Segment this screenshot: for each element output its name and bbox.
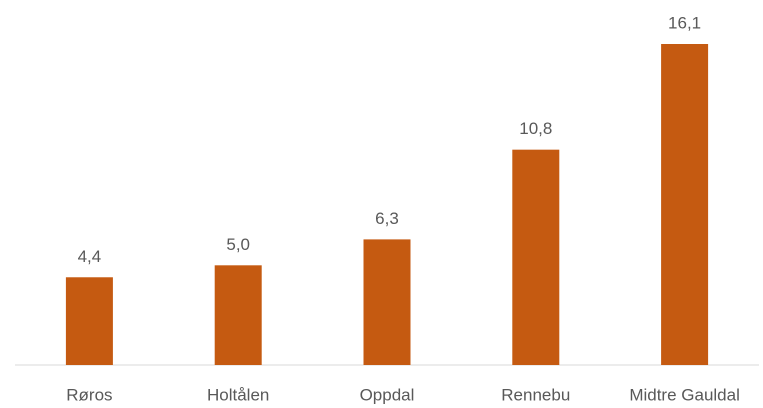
- data-label: 10,8: [519, 119, 552, 138]
- bar: [512, 149, 560, 365]
- bar: [661, 44, 709, 365]
- x-tick-label: Oppdal: [360, 385, 415, 404]
- x-tick-label: Rennebu: [501, 385, 570, 404]
- bar: [65, 277, 113, 365]
- data-label: 6,3: [375, 209, 399, 228]
- x-tick-label: Midtre Gauldal: [629, 385, 740, 404]
- x-tick-label: Røros: [66, 385, 112, 404]
- data-label: 5,0: [226, 235, 250, 254]
- data-label: 16,1: [668, 13, 701, 32]
- data-label: 4,4: [78, 247, 102, 266]
- bar: [363, 239, 411, 365]
- x-tick-label: Holtålen: [207, 385, 269, 404]
- bar: [214, 265, 262, 365]
